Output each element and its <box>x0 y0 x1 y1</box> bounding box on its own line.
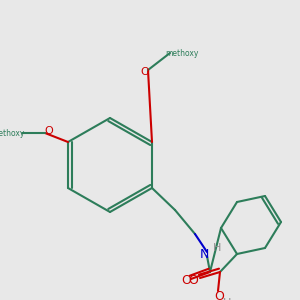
Text: methoxy: methoxy <box>0 128 25 137</box>
Text: O: O <box>141 67 149 77</box>
Text: O: O <box>214 290 224 300</box>
Text: O: O <box>188 274 198 286</box>
Text: O: O <box>45 126 53 136</box>
Text: methoxy: methoxy <box>165 50 199 58</box>
Text: N: N <box>199 248 209 260</box>
Text: H: H <box>223 298 231 300</box>
Text: O: O <box>181 274 191 287</box>
Text: H: H <box>213 243 221 253</box>
